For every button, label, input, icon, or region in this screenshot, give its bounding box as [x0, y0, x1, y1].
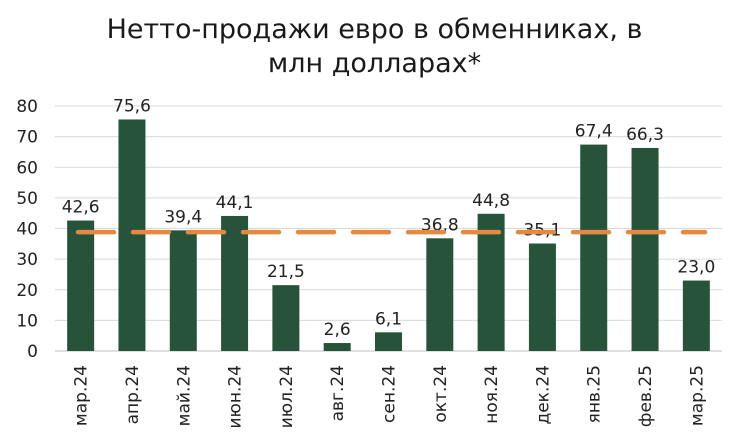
bar [323, 343, 351, 351]
data-label: 6,1 [375, 309, 402, 329]
x-tick-label: окт.24 [431, 365, 451, 423]
y-tick-label: 0 [27, 342, 38, 362]
data-label: 67,4 [575, 122, 613, 142]
x-tick-label: июл.24 [277, 365, 297, 428]
x-tick-label: май.24 [174, 365, 194, 426]
data-label: 39,4 [164, 207, 202, 227]
bar [477, 213, 505, 351]
x-tick-label: фев.25 [636, 365, 656, 427]
y-tick-label: 60 [16, 158, 38, 178]
y-tick-label: 10 [16, 311, 38, 331]
y-tick-label: 80 [16, 97, 38, 117]
bar [375, 332, 402, 351]
x-tick-label: ноя.24 [482, 365, 502, 424]
y-tick-label: 40 [16, 220, 38, 240]
bar [272, 285, 300, 351]
y-tick-label: 70 [16, 128, 38, 148]
bar [221, 215, 249, 351]
chart-title-line-1: Нетто-продажи евро в обменниках, в [106, 14, 643, 45]
data-label: 2,6 [324, 320, 351, 340]
y-tick-label: 30 [16, 250, 38, 270]
x-tick-label: апр.24 [123, 365, 143, 424]
x-tick-label: июн.24 [226, 365, 246, 429]
bar [631, 147, 659, 351]
x-tick-label: дек.24 [533, 365, 553, 425]
bar [580, 144, 608, 351]
bar [426, 238, 454, 351]
data-label: 44,1 [216, 193, 254, 213]
y-tick-label: 50 [16, 189, 38, 209]
x-tick-label: мар.24 [72, 365, 92, 426]
x-tick-label: авг.24 [328, 365, 348, 421]
x-tick-label: янв.25 [585, 365, 605, 423]
bar [682, 280, 710, 351]
data-label: 42,6 [62, 198, 100, 218]
chart-title-line-2: млн долларах* [267, 48, 482, 79]
bar [67, 220, 95, 351]
x-tick-label: мар.25 [687, 365, 707, 426]
bar [118, 119, 146, 351]
data-label: 23,0 [677, 258, 715, 278]
y-tick-label: 20 [16, 281, 38, 301]
data-label: 44,8 [472, 191, 510, 211]
x-tick-label: сен.24 [380, 365, 400, 423]
data-label: 21,5 [267, 262, 305, 282]
data-label: 75,6 [113, 96, 151, 116]
data-label: 66,3 [626, 125, 664, 145]
bar [528, 243, 556, 351]
bar [169, 230, 197, 351]
